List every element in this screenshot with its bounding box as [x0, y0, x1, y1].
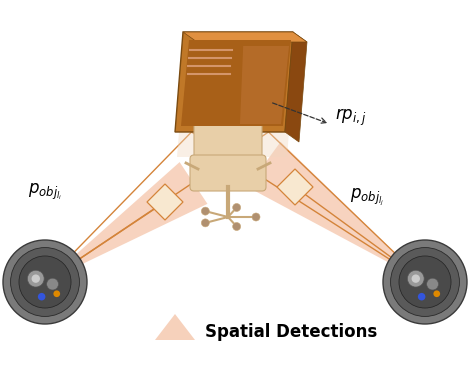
- Polygon shape: [181, 40, 291, 126]
- Circle shape: [233, 203, 241, 212]
- Circle shape: [54, 291, 60, 297]
- FancyBboxPatch shape: [190, 155, 266, 191]
- Polygon shape: [155, 314, 195, 340]
- Circle shape: [27, 270, 44, 287]
- Circle shape: [201, 219, 209, 227]
- Polygon shape: [175, 32, 293, 132]
- Circle shape: [407, 270, 424, 287]
- Circle shape: [412, 275, 420, 283]
- Circle shape: [38, 293, 46, 301]
- Circle shape: [383, 240, 467, 324]
- Circle shape: [252, 213, 260, 221]
- Polygon shape: [240, 46, 289, 124]
- Circle shape: [399, 256, 451, 308]
- Polygon shape: [147, 184, 183, 220]
- Polygon shape: [285, 32, 307, 142]
- Circle shape: [19, 256, 71, 308]
- Polygon shape: [277, 169, 313, 205]
- Text: $rp_{i,j}$: $rp_{i,j}$: [335, 106, 367, 128]
- Polygon shape: [45, 162, 207, 282]
- Polygon shape: [248, 142, 425, 282]
- Circle shape: [47, 278, 58, 290]
- Circle shape: [201, 207, 209, 215]
- Circle shape: [233, 222, 241, 231]
- Circle shape: [418, 293, 425, 301]
- Text: Spatial Detections: Spatial Detections: [205, 323, 377, 341]
- Text: $p_{obj_{l_j}}$: $p_{obj_{l_j}}$: [350, 186, 384, 208]
- Circle shape: [433, 291, 440, 297]
- Circle shape: [427, 278, 439, 290]
- Polygon shape: [183, 32, 307, 42]
- Circle shape: [3, 240, 87, 324]
- Circle shape: [391, 247, 460, 317]
- Circle shape: [10, 247, 79, 317]
- Text: $p_{obj_{l_i}}$: $p_{obj_{l_i}}$: [28, 182, 62, 202]
- FancyBboxPatch shape: [194, 103, 262, 166]
- Circle shape: [31, 275, 40, 283]
- Polygon shape: [177, 132, 289, 157]
